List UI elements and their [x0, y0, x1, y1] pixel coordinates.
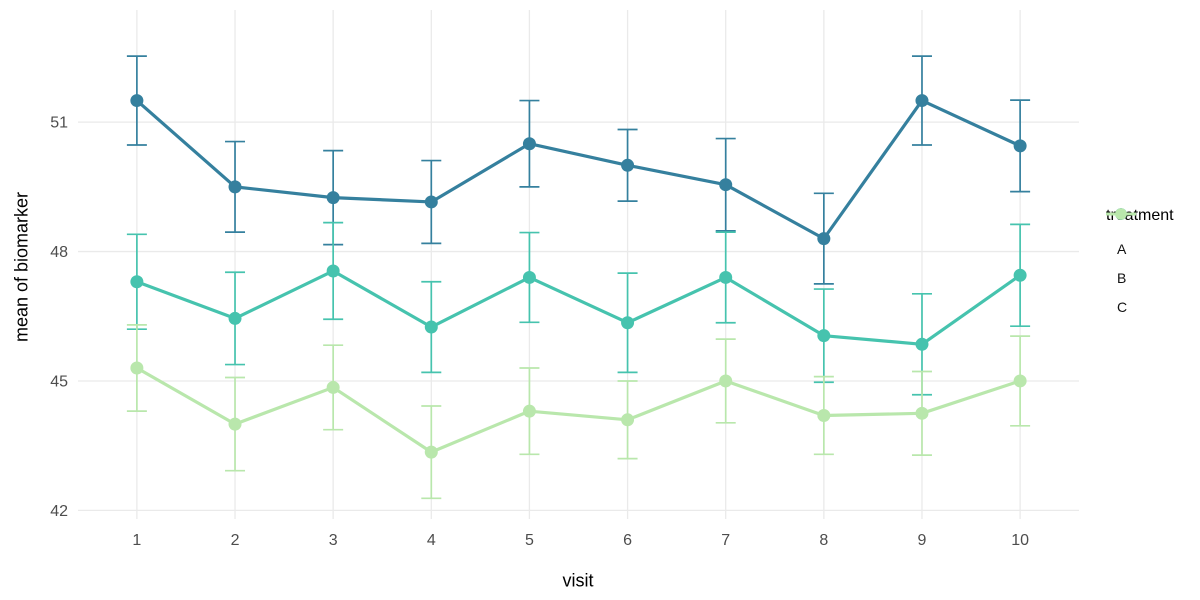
data-point-A-7 [719, 178, 733, 192]
data-point-A-1 [130, 94, 144, 108]
data-point-C-9 [915, 406, 929, 420]
series-line-A [135, 98, 1021, 241]
data-point-A-10 [1013, 139, 1027, 153]
data-point-A-9 [915, 94, 929, 108]
data-point-C-2 [228, 417, 242, 431]
x-tick-label: 3 [329, 532, 338, 549]
data-point-A-3 [326, 191, 340, 205]
y-tick-label: 48 [50, 244, 68, 261]
x-axis-title: visit [562, 570, 594, 591]
data-point-C-8 [817, 408, 831, 422]
data-point-C-7 [719, 374, 733, 388]
data-point-A-4 [424, 195, 438, 209]
data-point-B-3 [326, 264, 340, 278]
data-point-C-10 [1013, 374, 1027, 388]
data-point-C-5 [522, 404, 536, 418]
data-point-B-9 [915, 337, 929, 351]
x-tick-label: 10 [1011, 532, 1029, 549]
data-point-B-2 [228, 311, 242, 325]
x-tick-label: 2 [231, 532, 240, 549]
x-tick-label: 4 [427, 532, 436, 549]
legend-key-icon-C [1106, 208, 1136, 220]
data-point-B-6 [621, 316, 635, 330]
series-line-B [136, 269, 1022, 346]
data-point-A-8 [817, 232, 831, 246]
x-tick-label: 9 [918, 532, 927, 549]
data-point-A-5 [522, 137, 536, 151]
x-tick-label: 8 [819, 532, 828, 549]
data-point-B-10 [1013, 268, 1027, 282]
data-point-B-1 [130, 275, 144, 289]
legend-item-A: A [1106, 208, 1174, 263]
legend-item-label: C [1117, 298, 1128, 315]
x-tick-label: 7 [721, 532, 730, 549]
data-point-C-3 [326, 380, 340, 394]
data-point-C-1 [130, 361, 144, 375]
y-axis-title: mean of biomarker [11, 191, 32, 343]
legend-item-label: A [1117, 240, 1127, 257]
x-tick-label: 1 [132, 532, 141, 549]
legend-item-label: B [1117, 269, 1127, 286]
data-point-A-2 [228, 180, 242, 194]
y-tick-label: 42 [50, 503, 68, 520]
x-tick-label: 6 [623, 532, 632, 549]
data-point-B-5 [522, 270, 536, 284]
data-point-B-4 [424, 320, 438, 334]
x-tick-label: 5 [525, 532, 534, 549]
data-point-B-8 [817, 329, 831, 343]
y-tick-label: 51 [50, 115, 68, 132]
legend-item-C: C [1106, 208, 1174, 321]
legend-item-B: B [1106, 208, 1174, 292]
y-tick-label: 45 [50, 373, 68, 390]
data-point-C-4 [424, 445, 438, 459]
series-line-C [136, 366, 1021, 454]
data-point-B-7 [719, 270, 733, 284]
data-point-A-6 [621, 158, 635, 172]
data-point-C-6 [621, 413, 635, 427]
